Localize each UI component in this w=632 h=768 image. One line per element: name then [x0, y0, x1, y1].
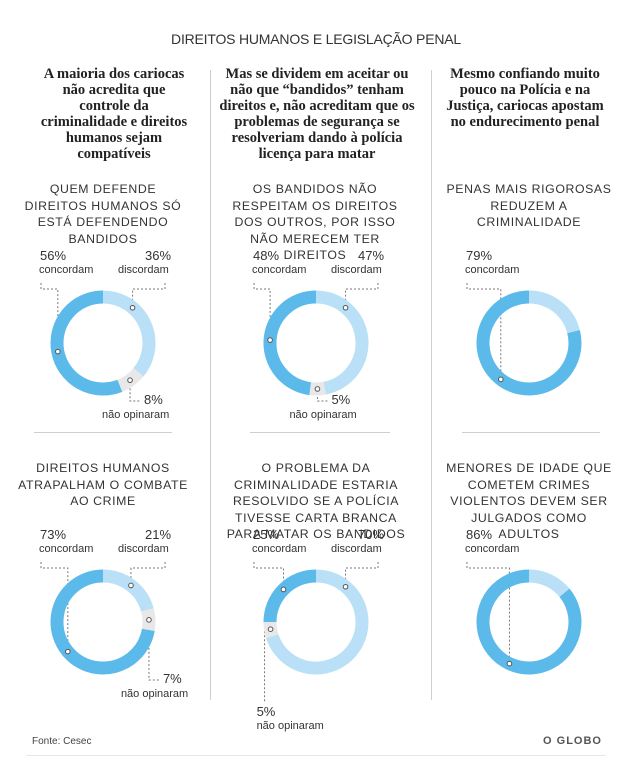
- column-divider-1: [210, 70, 211, 700]
- column-1: A maioria dos cariocas não acredita que …: [14, 66, 214, 162]
- chart-4-discordam-leader: [130, 562, 166, 586]
- chart-6-concordam-leader: [466, 562, 510, 664]
- source-note: Fonte: Cesec: [32, 736, 92, 747]
- chart-5-concordam-label: concordam: [252, 543, 307, 555]
- column-3: Mesmo confiando muito pouco na Polícia e…: [425, 66, 625, 130]
- chart-2-nao-opinaram-label: não opinaram: [289, 409, 357, 421]
- chart-1-discordam-arc: [102, 290, 156, 377]
- row-divider-2: [250, 432, 390, 433]
- chart-4-concordam-label: concordam: [39, 543, 94, 555]
- page-title: DIREITOS HUMANOS E LEGISLAÇÃO PENAL: [171, 31, 461, 47]
- chart-3-discordam-arc: [528, 290, 580, 334]
- chart-2-concordam-label: concordam: [252, 264, 307, 276]
- chart-2-discordam-label: discordam: [331, 264, 382, 276]
- chart-2-discordam-value: 47%: [358, 248, 385, 263]
- column-2-heading: Mas se dividem em aceitar ou não que “ba…: [219, 66, 415, 162]
- chart-5-discordam-value: 70%: [358, 527, 385, 542]
- chart-6-concordam-label: concordam: [465, 543, 520, 555]
- chart-6-discordam-arc: [528, 569, 570, 598]
- chart-3-concordam-marker: [498, 376, 504, 383]
- chart-5-nao-opinaram-value: 5%: [256, 704, 276, 719]
- chart-1-nao-opinaram-label: não opinaram: [102, 409, 170, 421]
- chart-2-discordam-marker: [342, 304, 349, 311]
- chart-5-concordam-value: 25%: [253, 527, 280, 542]
- chart-2-nao-opinaram-value: 5%: [331, 392, 351, 407]
- chart-4-discordam-label: discordam: [118, 543, 169, 555]
- chart-1-question: QUEM DEFENDE DIREITOS HUMANOS SÓ ESTÁ DE…: [24, 182, 182, 246]
- chart-1-concordam-marker: [55, 348, 61, 355]
- chart-4-discordam-value: 21%: [145, 527, 172, 542]
- chart-3-question: PENAS MAIS RIGOROSAS REDUZEM A CRIMINALI…: [446, 182, 612, 229]
- chart-5-nao-opinaram-label: não opinaram: [256, 720, 324, 732]
- chart-5-nao-opinaram-leader: [264, 628, 271, 702]
- chart-1-nao-opinaram-leader: [129, 380, 141, 402]
- chart-5-concordam-leader: [253, 562, 284, 590]
- chart-5-question: O PROBLEMA DA CRIMINALIDADE ESTARIA RESO…: [226, 461, 406, 541]
- row-divider-3: [462, 432, 600, 433]
- chart-4-discordam-marker: [128, 582, 134, 589]
- chart-4-nao-opinaram-label: não opinaram: [120, 688, 189, 700]
- chart-2-concordam-marker: [267, 337, 273, 343]
- chart-4-concordam-value: 73%: [40, 527, 67, 542]
- chart-1-discordam-label: discordam: [118, 264, 169, 276]
- chart-3-concordam-label: concordam: [465, 264, 520, 276]
- chart-2-nao-opinaram-marker: [314, 386, 321, 392]
- chart-3-concordam-value: 79%: [466, 248, 493, 263]
- chart-6-concordam-marker: [506, 660, 513, 667]
- column-divider-2: [431, 70, 432, 700]
- chart-1-nao-opinaram-marker: [127, 377, 133, 384]
- chart-1-concordam-label: concordam: [39, 264, 94, 276]
- chart-1-concordam-value: 56%: [40, 248, 67, 263]
- chart-6-question: MENORES DE IDADE QUE COMETEM CRIMES VIOL…: [446, 461, 612, 541]
- chart-1-nao-opinaram-value: 8%: [144, 392, 163, 407]
- column-3-heading: Mesmo confiando muito pouco na Polícia e…: [446, 66, 604, 130]
- chart-4-nao-opinaram-value: 7%: [162, 671, 182, 686]
- chart-4-question: DIREITOS HUMANOS ATRAPALHAM O COMBATE AO…: [18, 461, 188, 508]
- chart-1-discordam-marker: [129, 304, 136, 311]
- chart-4-concordam-marker: [65, 648, 71, 655]
- chart-5-discordam-label: discordam: [331, 543, 382, 555]
- row-divider-1: [34, 432, 172, 433]
- footer-line: [26, 755, 606, 756]
- chart-2-discordam-arc: [315, 290, 369, 395]
- chart-4-nao-opinaram-marker: [146, 617, 152, 623]
- chart-3-concordam-leader: [466, 283, 502, 380]
- column-2: Mas se dividem em aceitar ou não que “ba…: [212, 66, 422, 162]
- chart-6-concordam-value: 86%: [466, 527, 493, 542]
- chart-2-question: OS BANDIDOS NÃO RESPEITAM OS DIREITOS DO…: [232, 182, 398, 262]
- chart-5-nao-opinaram-marker: [267, 626, 274, 632]
- publisher-logo: O GLOBO: [543, 735, 602, 747]
- chart-2-concordam-value: 48%: [253, 248, 280, 263]
- chart-5-concordam-marker: [280, 586, 287, 593]
- column-1-heading: A maioria dos cariocas não acredita que …: [40, 66, 188, 162]
- chart-1-discordam-value: 36%: [145, 248, 172, 263]
- chart-5-discordam-marker: [342, 583, 349, 590]
